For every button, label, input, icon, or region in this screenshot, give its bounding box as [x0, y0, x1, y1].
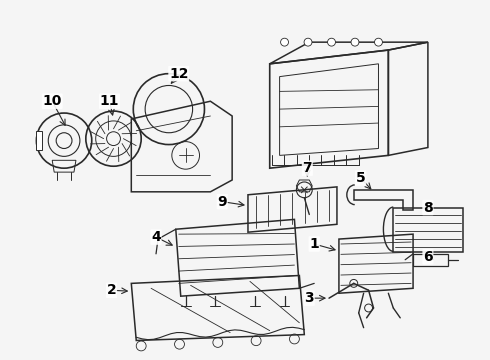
Text: 12: 12: [169, 67, 189, 81]
Circle shape: [351, 38, 359, 46]
Polygon shape: [36, 131, 42, 150]
Text: 7: 7: [302, 161, 312, 175]
Text: 1: 1: [309, 237, 319, 251]
Text: 3: 3: [304, 291, 314, 305]
Text: 8: 8: [423, 201, 433, 215]
Text: 5: 5: [356, 171, 366, 185]
Text: 11: 11: [100, 94, 119, 108]
Circle shape: [374, 38, 382, 46]
Text: 6: 6: [423, 250, 433, 264]
Text: 2: 2: [107, 283, 117, 297]
Circle shape: [281, 38, 289, 46]
Text: 4: 4: [151, 230, 161, 244]
Text: 9: 9: [218, 195, 227, 209]
Text: 10: 10: [43, 94, 62, 108]
Circle shape: [304, 38, 312, 46]
Circle shape: [327, 38, 336, 46]
